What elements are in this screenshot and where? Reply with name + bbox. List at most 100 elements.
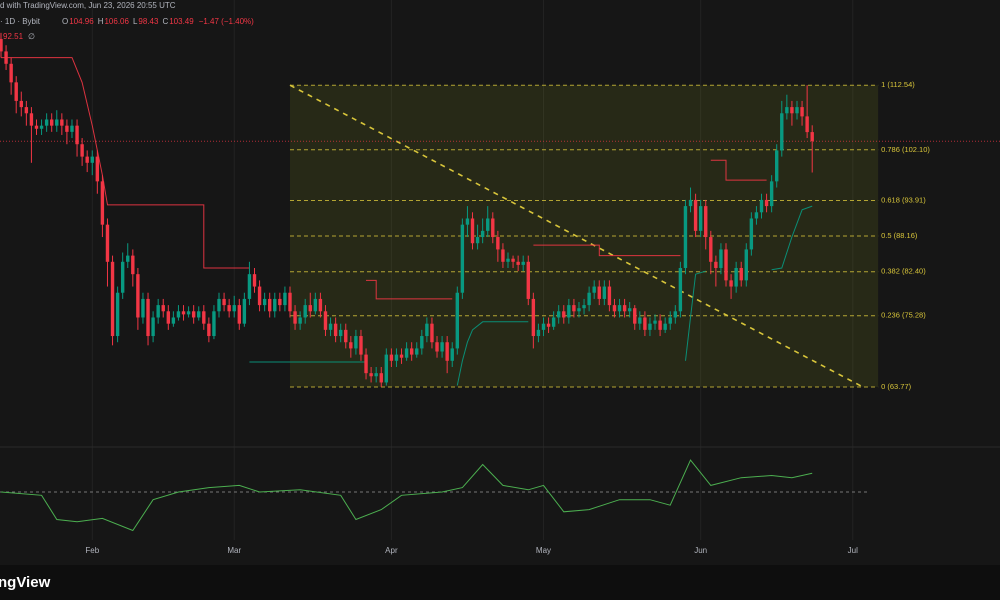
- candle-body: [541, 323, 546, 330]
- candle-body: [506, 258, 510, 262]
- x-tick-label: Feb: [85, 546, 99, 555]
- caption: d with TradingView.com, Jun 23, 2026 20:…: [0, 1, 176, 10]
- candle-body: [587, 292, 591, 306]
- candle-body: [237, 305, 241, 324]
- candle-body: [516, 261, 520, 265]
- oscillator-panel: [0, 459, 870, 532]
- candle-body: [288, 292, 292, 312]
- candle-body: [415, 348, 419, 355]
- fib-label: 0.618 (93.91): [881, 195, 926, 204]
- candle-body: [293, 311, 297, 324]
- candle-body: [734, 267, 738, 287]
- candle-body: [501, 249, 505, 262]
- candle-body: [9, 63, 13, 83]
- candle-body: [338, 329, 343, 337]
- candle-body: [450, 348, 454, 361]
- candle-body: [222, 298, 226, 306]
- candle-body: [749, 218, 754, 250]
- candle-body: [627, 308, 632, 312]
- candle-body: [653, 320, 657, 324]
- candle-body: [60, 119, 64, 126]
- candle-body: [252, 274, 257, 287]
- trailing-stop: [685, 270, 706, 361]
- candle-body: [511, 258, 515, 262]
- candle-body: [622, 305, 627, 312]
- candle-body: [633, 308, 637, 324]
- candle-body: [531, 298, 536, 337]
- candle-body: [333, 323, 338, 337]
- candle-body: [394, 354, 399, 361]
- candle-body: [546, 323, 551, 327]
- candle-body: [551, 317, 556, 327]
- candle-body: [643, 317, 647, 330]
- candle-body: [455, 292, 459, 349]
- candle-body: [151, 317, 155, 337]
- candle-body: [141, 298, 145, 318]
- legend-value: 106.06: [104, 17, 129, 26]
- x-tick-label: Apr: [385, 546, 398, 555]
- candle-body: [425, 323, 429, 337]
- candle-body: [95, 156, 100, 182]
- candle-body: [176, 311, 181, 318]
- indicator-suffix: ∅: [28, 32, 35, 41]
- candle-body: [354, 336, 358, 349]
- x-tick-label: May: [536, 546, 551, 555]
- candle-body: [349, 342, 353, 349]
- background: [0, 0, 1000, 565]
- candle-body: [420, 336, 424, 349]
- candle-body: [440, 342, 444, 352]
- brand: ngView: [0, 574, 51, 591]
- candle-body: [262, 298, 267, 306]
- candle-body: [171, 317, 176, 324]
- candle-body: [44, 119, 49, 126]
- candle-body: [729, 280, 733, 287]
- candle-body: [283, 292, 287, 306]
- candle-body: [445, 342, 449, 361]
- legend-key: C: [162, 17, 168, 26]
- candle-body: [764, 199, 769, 207]
- trailing-stop: [533, 244, 681, 257]
- candle-body: [435, 342, 439, 352]
- candle-body: [298, 317, 302, 324]
- legend: O 104.96 H 106.06 L 98.43 C 103.49 −1.47 (−1.40%…: [62, 17, 254, 26]
- candle-body: [572, 305, 576, 312]
- candle-body: [318, 298, 323, 312]
- legend-key: L: [133, 17, 138, 26]
- fib-label: 0.382 (82.40): [881, 267, 926, 276]
- candle-body: [257, 286, 262, 306]
- candle-body: [404, 348, 409, 358]
- candle-body: [759, 199, 764, 213]
- oscillator-line: [0, 459, 813, 532]
- indicator-value: 92.51: [3, 32, 24, 41]
- candle-body: [491, 218, 495, 238]
- candle-body: [648, 323, 652, 330]
- candle-body: [369, 373, 373, 377]
- candle-body: [714, 261, 718, 268]
- candle-body: [110, 261, 115, 337]
- candle-body: [212, 311, 216, 337]
- trailing-stop: [456, 321, 529, 386]
- candle-body: [303, 305, 307, 318]
- candle-body: [704, 206, 708, 238]
- candle-body: [268, 298, 272, 312]
- candle-body: [409, 348, 414, 355]
- candle-body: [612, 305, 617, 312]
- candle-body: [100, 181, 105, 225]
- candle-body: [323, 311, 328, 330]
- candle-body: [724, 249, 728, 281]
- candle-body: [55, 119, 59, 126]
- candle-body: [800, 107, 804, 117]
- candle-body: [85, 156, 89, 163]
- candle-body: [754, 212, 759, 219]
- candle-body: [430, 323, 434, 343]
- candle-body: [399, 354, 404, 358]
- candle-body: [496, 237, 500, 250]
- candle-body: [719, 249, 723, 268]
- legend-value: 104.96: [69, 17, 94, 26]
- candle-body: [202, 311, 206, 324]
- candle-body: [29, 113, 34, 126]
- candle-body: [617, 305, 622, 312]
- trailing-stop: [366, 279, 453, 300]
- candle-body: [780, 113, 784, 151]
